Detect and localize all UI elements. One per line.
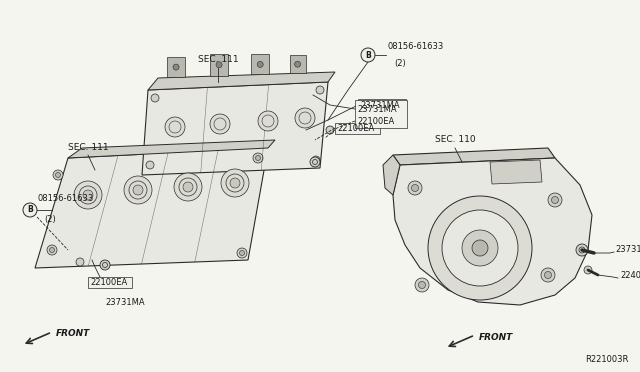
Circle shape <box>545 272 552 279</box>
Circle shape <box>412 185 419 192</box>
Circle shape <box>294 61 301 67</box>
Circle shape <box>216 62 222 68</box>
Circle shape <box>237 248 247 258</box>
Polygon shape <box>142 82 328 175</box>
Polygon shape <box>210 54 228 76</box>
Circle shape <box>584 266 592 274</box>
Text: SEC. 111: SEC. 111 <box>68 143 108 152</box>
Text: 08156-61633: 08156-61633 <box>38 194 94 203</box>
Circle shape <box>253 153 263 163</box>
Circle shape <box>462 230 498 266</box>
Circle shape <box>255 155 260 160</box>
Text: 23731MA: 23731MA <box>360 101 399 110</box>
Text: 23731MA: 23731MA <box>357 105 397 113</box>
Circle shape <box>124 176 152 204</box>
Text: SEC. 111: SEC. 111 <box>198 55 238 64</box>
Polygon shape <box>490 160 542 184</box>
Circle shape <box>165 117 185 137</box>
Polygon shape <box>68 140 275 158</box>
Circle shape <box>23 203 37 217</box>
Circle shape <box>47 245 57 255</box>
Circle shape <box>257 61 263 67</box>
Circle shape <box>183 182 193 192</box>
Circle shape <box>419 282 426 289</box>
Polygon shape <box>383 155 400 195</box>
Bar <box>88 277 132 288</box>
Polygon shape <box>251 54 269 74</box>
Polygon shape <box>393 158 592 305</box>
Text: 22100EA: 22100EA <box>90 278 127 287</box>
Circle shape <box>76 258 84 266</box>
Text: (2): (2) <box>394 59 406 68</box>
Circle shape <box>56 173 61 177</box>
Polygon shape <box>35 148 268 268</box>
Text: 22406A: 22406A <box>620 272 640 280</box>
Text: 22100EA: 22100EA <box>357 116 394 125</box>
Circle shape <box>316 86 324 94</box>
Circle shape <box>83 190 93 200</box>
Circle shape <box>576 244 588 256</box>
Text: 08156-61633: 08156-61633 <box>388 42 444 51</box>
Text: 23731T: 23731T <box>615 244 640 253</box>
Circle shape <box>210 114 230 134</box>
Bar <box>358 99 406 111</box>
Circle shape <box>239 250 244 256</box>
Circle shape <box>428 196 532 300</box>
Circle shape <box>133 185 143 195</box>
Circle shape <box>312 156 320 164</box>
Circle shape <box>146 161 154 169</box>
Circle shape <box>100 260 110 270</box>
Polygon shape <box>393 148 555 165</box>
Text: SEC. 110: SEC. 110 <box>435 135 476 144</box>
Text: (2): (2) <box>44 215 56 224</box>
Circle shape <box>541 268 555 282</box>
Text: R221003R: R221003R <box>584 355 628 364</box>
Circle shape <box>548 193 562 207</box>
Circle shape <box>49 247 54 253</box>
Circle shape <box>53 170 63 180</box>
Circle shape <box>174 173 202 201</box>
Circle shape <box>442 210 518 286</box>
Circle shape <box>173 64 179 70</box>
Text: FRONT: FRONT <box>56 330 90 339</box>
Bar <box>335 123 380 134</box>
Polygon shape <box>290 55 306 73</box>
Circle shape <box>415 278 429 292</box>
Bar <box>355 100 407 128</box>
Text: B: B <box>365 51 371 60</box>
Text: 22100EA: 22100EA <box>337 124 374 133</box>
Circle shape <box>221 169 249 197</box>
Circle shape <box>74 181 102 209</box>
Circle shape <box>361 48 375 62</box>
Circle shape <box>258 111 278 131</box>
Circle shape <box>230 178 240 188</box>
Circle shape <box>472 240 488 256</box>
Circle shape <box>151 94 159 102</box>
Text: B: B <box>27 205 33 215</box>
Circle shape <box>326 126 334 134</box>
Circle shape <box>295 108 315 128</box>
Text: FRONT: FRONT <box>479 333 513 341</box>
Polygon shape <box>148 72 335 90</box>
Circle shape <box>552 196 559 203</box>
Text: 23731MA: 23731MA <box>105 298 145 307</box>
Circle shape <box>310 157 320 167</box>
Circle shape <box>408 181 422 195</box>
Polygon shape <box>167 57 185 77</box>
